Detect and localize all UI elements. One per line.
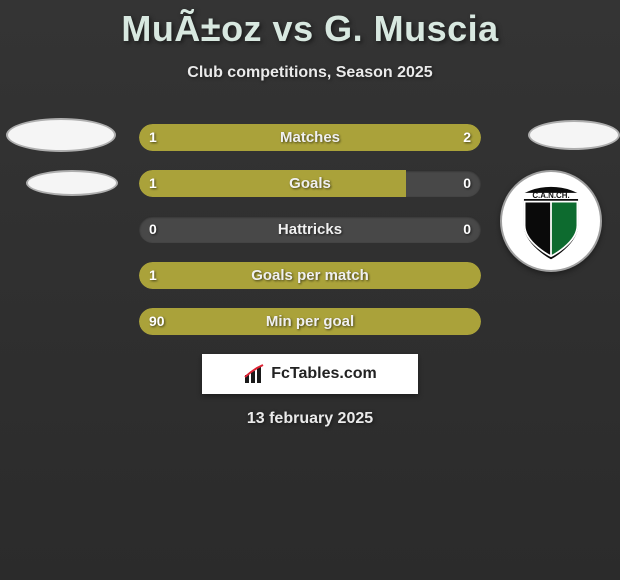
club-shield-icon: C.A.N.CH. <box>507 177 595 265</box>
bar-chart-icon <box>243 363 267 385</box>
brand-badge: FcTables.com <box>202 354 418 394</box>
team-logo-right: C.A.N.CH. <box>500 170 602 272</box>
stat-bar: 12Matches <box>139 124 481 151</box>
page-title: MuÃ±oz vs G. Muscia <box>0 0 620 50</box>
stat-bar: 90Min per goal <box>139 308 481 335</box>
logo-text: C.A.N.CH. <box>532 191 569 200</box>
brand-text: FcTables.com <box>271 365 377 383</box>
page-subtitle: Club competitions, Season 2025 <box>0 64 620 82</box>
stats-container: 12Matches 10Goals 00Hattricks 1Goals per ma… <box>139 124 481 354</box>
stat-bar: 10Goals <box>139 170 481 197</box>
date-text: 13 february 2025 <box>0 410 620 428</box>
stat-label: Goals <box>139 170 481 197</box>
stat-label: Goals per match <box>139 262 481 289</box>
stat-label: Matches <box>139 124 481 151</box>
stat-bar: 00Hattricks <box>139 216 481 243</box>
stat-label: Hattricks <box>139 216 481 243</box>
ellipse-icon <box>528 120 620 150</box>
ellipse-icon <box>26 170 118 196</box>
stat-label: Min per goal <box>139 308 481 335</box>
ellipse-icon <box>6 118 116 152</box>
stat-bar: 1Goals per match <box>139 262 481 289</box>
